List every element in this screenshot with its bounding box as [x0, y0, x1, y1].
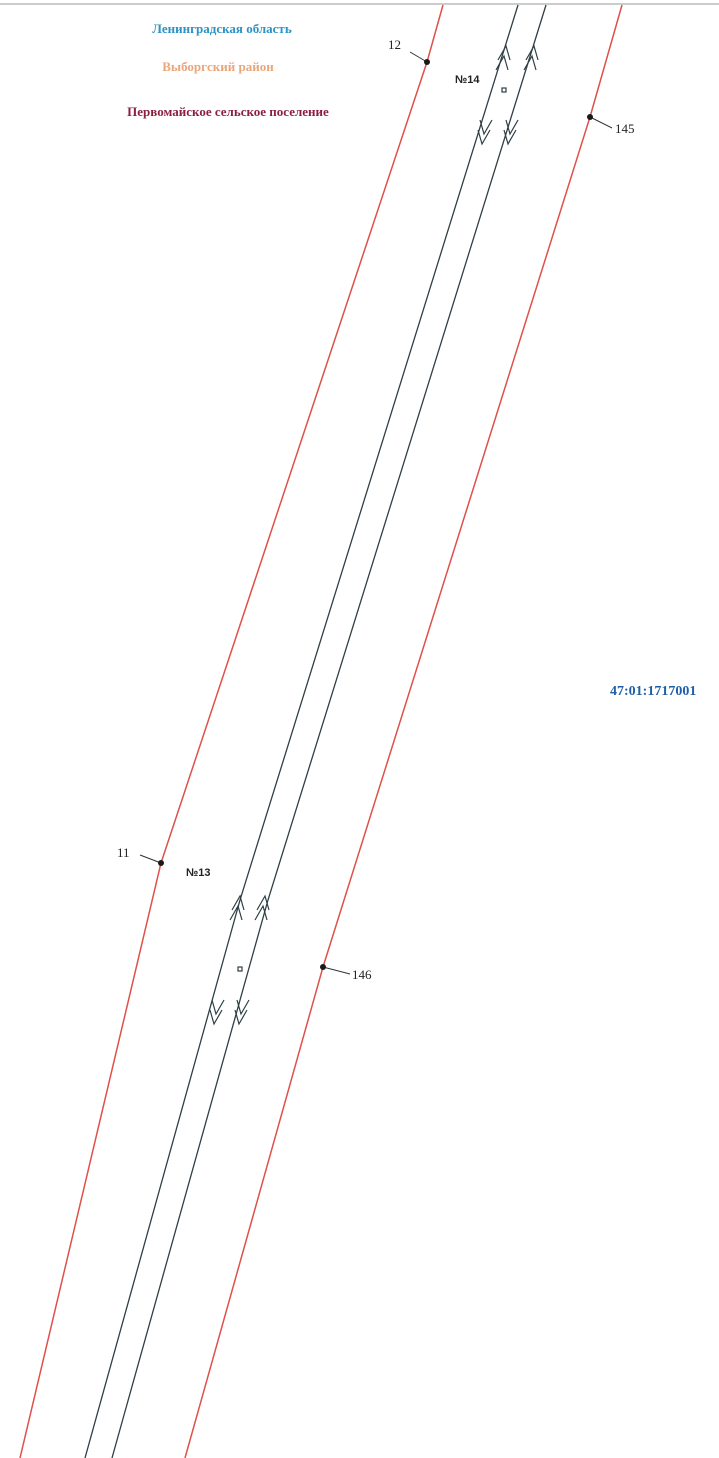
- point-label: 146: [352, 967, 372, 982]
- point-label: 12: [388, 37, 401, 52]
- boundary-line: [19, 4, 444, 1458]
- object-label: №13: [186, 867, 211, 879]
- point: [320, 964, 326, 970]
- cadastral-block: 47:01:1717001: [610, 684, 696, 699]
- boundary-line: [184, 4, 623, 1458]
- point-leaders: [139, 51, 613, 975]
- point-label: 11: [117, 845, 130, 860]
- road-line: [111, 4, 547, 1458]
- point-label: 145: [615, 121, 635, 136]
- legend-settlement: Первомайское сельское поселение: [127, 104, 329, 119]
- road-line: [84, 4, 519, 1458]
- legend-region: Ленинградская область: [152, 21, 292, 36]
- point: [158, 860, 164, 866]
- point: [587, 114, 593, 120]
- legend-district: Выборгский район: [162, 59, 274, 74]
- point: [424, 59, 430, 65]
- arrow-marks: [209, 44, 539, 1026]
- object-label: №14: [455, 74, 480, 86]
